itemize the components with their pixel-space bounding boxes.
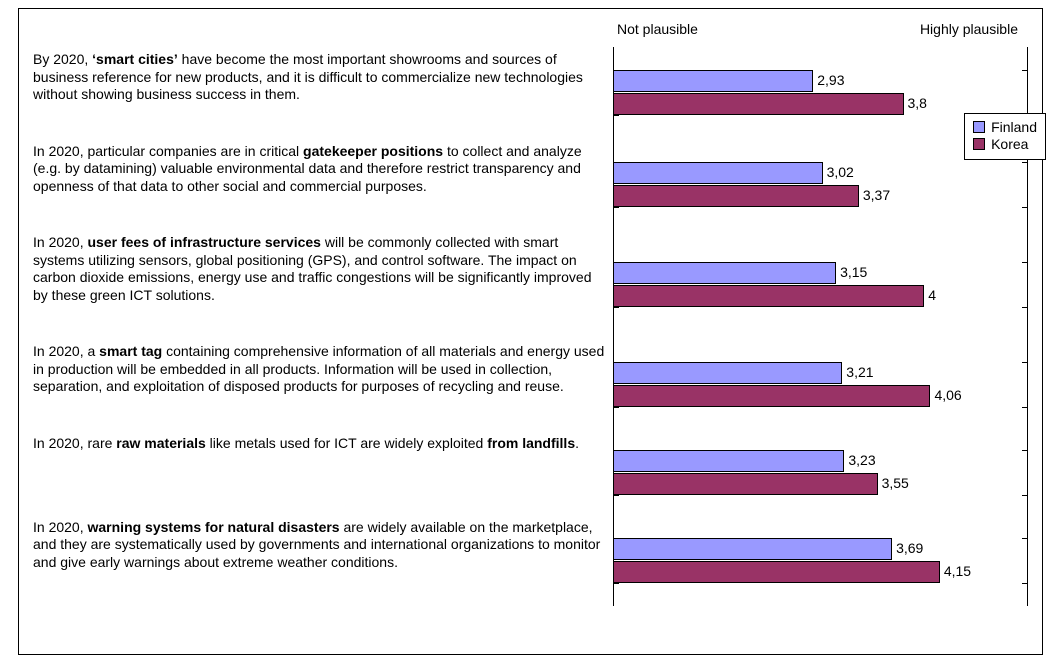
axis-tick: [1022, 583, 1028, 584]
description-text: In 2020, user fees of infrastructure ser…: [33, 234, 613, 343]
axis-tick: [613, 70, 619, 71]
axis-tick: [1022, 162, 1028, 163]
bar-group: 3,15 4: [613, 262, 1028, 307]
bar-korea: [613, 561, 940, 583]
axis-tick: [613, 307, 619, 308]
bar-label-finland: 3,02: [827, 164, 854, 180]
axis-tick: [613, 115, 619, 116]
bar-label-korea: 4: [928, 287, 936, 303]
bar-group: 3,23 3,55: [613, 450, 1028, 495]
bar-label-finland: 3,23: [848, 452, 875, 468]
bar-korea: [613, 93, 904, 115]
bar-korea: [613, 385, 930, 407]
legend-label-korea: Korea: [991, 136, 1028, 152]
axis-tick: [613, 407, 619, 408]
bar-group: 3,69 4,15: [613, 538, 1028, 583]
axis-tick: [1022, 362, 1028, 363]
bar-finland: [613, 162, 823, 184]
axis-tick: [613, 495, 619, 496]
description-text: In 2020, rare raw materials like metals …: [33, 435, 613, 519]
bar-label-korea: 3,55: [882, 475, 909, 491]
bar-label-korea: 4,15: [944, 563, 971, 579]
axis-tick: [613, 538, 619, 539]
axis-tick: [1022, 207, 1028, 208]
swatch-korea: [973, 138, 985, 150]
axis-label-right: Highly plausible: [920, 21, 1018, 37]
axis-header: Not plausible Highly plausible: [613, 21, 1028, 43]
bar-korea: [613, 185, 859, 207]
legend-item-korea: Korea: [973, 136, 1037, 152]
axis-tick: [1022, 262, 1028, 263]
bar-label-finland: 3,69: [896, 540, 923, 556]
bar-group: 3,21 4,06: [613, 362, 1028, 407]
bar-label-korea: 4,06: [934, 387, 961, 403]
bar-label-korea: 3,37: [863, 187, 890, 203]
axis-tick: [613, 162, 619, 163]
bar-finland: [613, 362, 842, 384]
bar-group: 3,02 3,37: [613, 162, 1028, 207]
axis-tick: [1022, 450, 1028, 451]
axis-tick: [613, 207, 619, 208]
bar-label-finland: 2,93: [817, 72, 844, 88]
axis-tick: [1022, 70, 1028, 71]
bar-korea: [613, 473, 878, 495]
layout: By 2020, ‘smart cities’ have become the …: [33, 21, 1028, 636]
axis-tick: [613, 583, 619, 584]
bar-finland: [613, 450, 844, 472]
description-text: By 2020, ‘smart cities’ have become the …: [33, 51, 613, 143]
axis-tick: [613, 450, 619, 451]
bar-korea: [613, 285, 924, 307]
axis-label-left: Not plausible: [617, 21, 698, 37]
axis-tick: [613, 262, 619, 263]
swatch-finland: [973, 121, 985, 133]
axis-tick: [613, 362, 619, 363]
legend-item-finland: Finland: [973, 119, 1037, 135]
descriptions-column: By 2020, ‘smart cities’ have become the …: [33, 21, 613, 636]
axis-tick: [1022, 538, 1028, 539]
axis-tick: [1022, 307, 1028, 308]
bar-label-finland: 3,15: [840, 264, 867, 280]
axis-baseline: [613, 47, 614, 606]
chart-column: Not plausible Highly plausible Finland K…: [613, 21, 1028, 636]
outer-frame: By 2020, ‘smart cities’ have become the …: [18, 8, 1043, 655]
bar-label-korea: 3,8: [908, 95, 927, 111]
bar-group: 2,93 3,8: [613, 70, 1028, 115]
description-text: In 2020, particular companies are in cri…: [33, 143, 613, 235]
page-root: By 2020, ‘smart cities’ have become the …: [0, 0, 1061, 663]
description-text: In 2020, a smart tag containing comprehe…: [33, 343, 613, 435]
bar-finland: [613, 538, 892, 560]
axis-tick: [1022, 495, 1028, 496]
bar-finland: [613, 262, 836, 284]
axis-tick: [1022, 407, 1028, 408]
bar-label-finland: 3,21: [846, 364, 873, 380]
description-text: In 2020, warning systems for natural dis…: [33, 519, 613, 611]
legend-label-finland: Finland: [991, 119, 1037, 135]
legend: Finland Korea: [964, 113, 1046, 160]
bar-finland: [613, 70, 813, 92]
